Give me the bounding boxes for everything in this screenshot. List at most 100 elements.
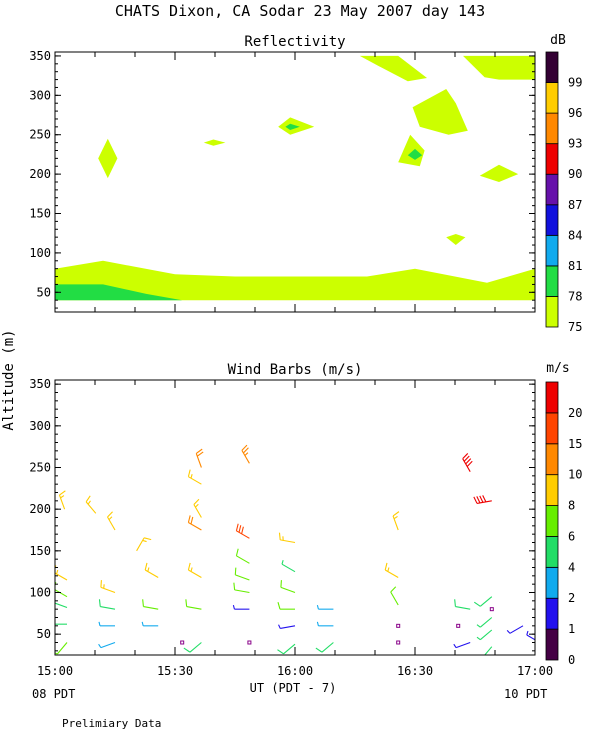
y-tick-label: 250 xyxy=(29,128,51,142)
wind-barb xyxy=(462,453,473,472)
reflectivity-region xyxy=(359,55,427,82)
end-local-time: 10 PDT xyxy=(504,687,547,701)
wind-barb xyxy=(277,643,296,655)
wind-barb xyxy=(526,630,535,641)
colorbar-label: 75 xyxy=(568,320,582,334)
y-tick-label: 200 xyxy=(29,502,51,516)
reflectivity-region xyxy=(55,260,535,301)
x-tick-label: 16:00 xyxy=(277,664,313,678)
colorbar-label: 6 xyxy=(568,529,575,543)
x-tick-label: 15:00 xyxy=(37,664,73,678)
x-axis-label: UT (PDT - 7) xyxy=(250,681,337,695)
y-tick-label: 150 xyxy=(29,544,51,558)
colorbar-swatch xyxy=(545,82,559,114)
y-tick-label: 50 xyxy=(37,627,51,641)
colorbar-label: 87 xyxy=(568,198,582,212)
wind-barb xyxy=(195,448,204,468)
wind-barb xyxy=(473,596,493,607)
colorbar-label: 84 xyxy=(568,228,582,242)
y-axis-label: Altitude (m) xyxy=(1,329,17,430)
x-tick-label: 15:30 xyxy=(157,664,193,678)
y-tick-label: 200 xyxy=(29,167,51,181)
wind-barb xyxy=(98,621,115,627)
reflectivity-region xyxy=(446,234,466,245)
colorbar-swatch xyxy=(545,536,559,568)
wind-barb xyxy=(384,562,399,578)
calm-marker xyxy=(456,623,461,628)
wind-barb xyxy=(85,495,97,514)
reflectivity-region xyxy=(55,284,183,301)
figure-title: CHATS Dixon, CA Sodar 23 May 2007 day 14… xyxy=(115,2,485,20)
wind-barb xyxy=(193,498,202,518)
y-tick-label: 350 xyxy=(29,49,51,63)
y-tick-label: 50 xyxy=(37,285,51,299)
wind-barb xyxy=(476,629,493,641)
wind-barb xyxy=(187,562,202,578)
wind-barb xyxy=(233,582,250,594)
x-tick-label: 17:00 xyxy=(517,664,553,678)
y-tick-label: 100 xyxy=(29,246,51,260)
colorbar-unit: dB xyxy=(550,33,566,48)
plot-frame xyxy=(54,379,536,656)
colorbar-label: 8 xyxy=(568,499,575,513)
colorbar-swatch xyxy=(545,628,559,661)
plot-area xyxy=(55,444,535,655)
calm-marker xyxy=(247,640,252,645)
wind-barb xyxy=(187,469,202,485)
colorbar-label: 20 xyxy=(568,406,582,420)
panel-title: Wind Barbs (m/s) xyxy=(228,362,363,378)
reflectivity-region xyxy=(463,55,535,80)
calm-marker xyxy=(396,623,401,628)
wind-barb xyxy=(475,646,493,655)
colorbar-unit: m/s xyxy=(546,361,569,376)
wind-barb xyxy=(316,605,334,610)
wind-barb xyxy=(142,599,159,610)
wind-barb xyxy=(55,642,68,655)
wind-barb xyxy=(390,586,399,606)
colorbar-label: 99 xyxy=(568,76,582,90)
colorbar-swatch xyxy=(545,412,559,445)
colorbar-label: 10 xyxy=(568,468,582,482)
colorbar-swatch xyxy=(545,566,559,599)
colorbar-label: 15 xyxy=(568,437,582,451)
wind-barbs-panel: Wind Barbs (m/s)5010015020025030035015:0… xyxy=(29,361,582,678)
colorbar-swatch xyxy=(545,143,559,175)
plot-area xyxy=(55,55,535,301)
colorbar-label: 4 xyxy=(568,560,575,574)
reflectivity-panel: Reflectivity 50 100 150 200 250 300 350 75 78 81 84… xyxy=(29,33,582,334)
colorbar-label: 1 xyxy=(568,622,575,636)
colorbar-swatch xyxy=(545,505,559,537)
colorbar-swatch xyxy=(545,381,559,414)
wind-barb xyxy=(453,641,471,649)
colorbar-swatch xyxy=(545,173,559,206)
colorbar-swatch xyxy=(545,597,559,630)
colorbar-label: 90 xyxy=(568,167,582,181)
start-local-time: 08 PDT xyxy=(32,687,75,701)
calm-marker xyxy=(489,607,494,612)
wind-barb xyxy=(278,624,296,629)
reflectivity-region xyxy=(203,139,226,146)
wind-barb xyxy=(281,560,296,573)
wind-barb xyxy=(187,515,202,531)
wind-barb xyxy=(476,617,493,628)
wind-barb xyxy=(136,537,152,552)
reflectivity-region xyxy=(98,138,118,179)
y-tick-label: 100 xyxy=(29,586,51,600)
colorbar-swatch xyxy=(545,204,559,236)
wind-barb xyxy=(144,562,159,578)
y-tick-label: 150 xyxy=(29,207,51,221)
wind-barb xyxy=(280,580,296,594)
colorbar-swatch xyxy=(545,51,559,83)
colorbar-swatch xyxy=(545,296,559,328)
wind-barb xyxy=(506,625,524,634)
wind-barb xyxy=(100,580,116,594)
colorbar-label: 93 xyxy=(568,137,582,151)
y-tick-label: 250 xyxy=(29,461,51,475)
wind-barb xyxy=(235,548,250,564)
reflectivity-region xyxy=(398,134,425,167)
x-tick-label: 16:30 xyxy=(397,664,433,678)
wind-barb xyxy=(241,444,250,464)
colorbar-swatch xyxy=(545,443,559,476)
y-tick-label: 350 xyxy=(29,377,51,391)
